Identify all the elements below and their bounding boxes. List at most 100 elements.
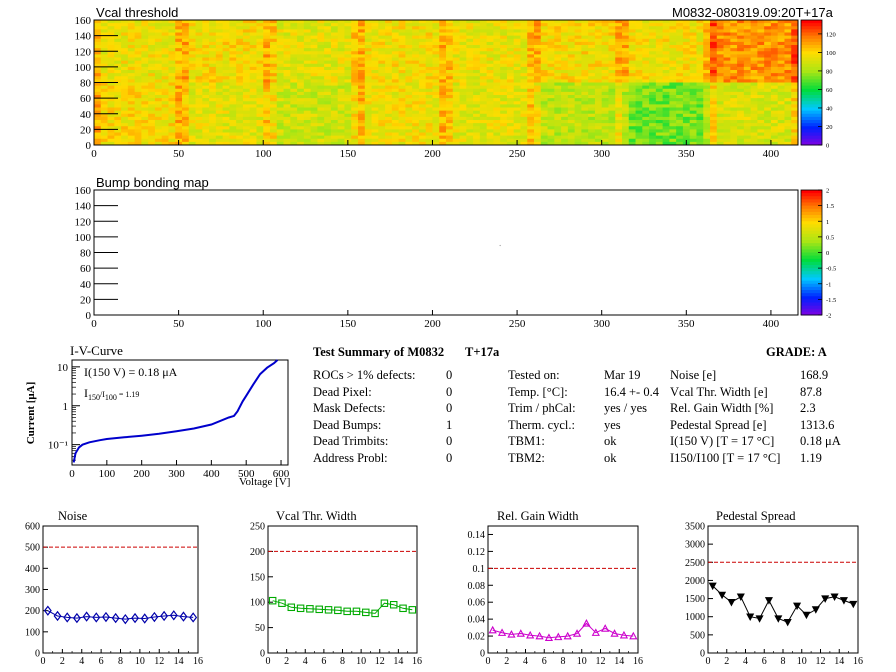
x-tick-label-350: 350	[678, 318, 695, 330]
data-point	[535, 631, 544, 640]
colorbar-label-0: 0	[826, 143, 829, 150]
data-point	[287, 603, 296, 612]
data-point	[179, 611, 188, 622]
y-tick-label-80: 80	[80, 248, 92, 260]
y-tick-label-140: 140	[75, 31, 92, 43]
summary-value: Mar 19	[604, 368, 641, 382]
colorbar-label-80: 80	[826, 68, 833, 75]
summary-value: 1313.6	[800, 417, 835, 432]
series-points	[268, 596, 417, 618]
iv-x-label-300: 300	[168, 468, 185, 480]
series-points	[43, 605, 198, 625]
summary-value: 87.8	[800, 384, 822, 399]
y-tick-label-0: 0	[86, 310, 92, 322]
x-tick-label: 4	[743, 656, 748, 667]
y-tick-label: 100	[250, 598, 265, 609]
data-point	[343, 607, 351, 616]
gain-width-chart: 0 0.02 0.04 0.06 0.08 0.1 0.12 0.14 0 2 4 6 8 10 12 14 1…	[468, 525, 643, 667]
noise-chart: 0 100 200 300 400 500 600 0 2 4 6 8 10 12 14 16	[25, 522, 203, 668]
series-points	[488, 619, 638, 642]
y-tick-label: 300	[25, 585, 40, 596]
y-tick-label: 0.04	[468, 615, 486, 626]
data-point	[764, 597, 773, 605]
summary-label: Trim / phCal:	[508, 401, 576, 416]
x-tick-label: 10	[135, 656, 145, 667]
x-tick-label: 16	[412, 656, 422, 667]
y-tick-label-120: 120	[75, 46, 92, 58]
x-tick-label: 2	[504, 656, 509, 667]
data-point	[554, 632, 563, 641]
y-tick-label: 50	[255, 623, 265, 634]
x-tick-label: 2	[284, 656, 289, 667]
iv-xlabel: Voltage [V]	[239, 476, 290, 488]
data-point	[160, 610, 169, 622]
x-tick-label: 4	[303, 656, 308, 667]
iv-x-label-100: 100	[99, 468, 116, 480]
summary-label: Tested on:	[508, 368, 560, 382]
x-tick-label-400: 400	[763, 148, 780, 160]
vcal-width-chart: 0 50 100 150 200 250 0 2 4 6 8 10 12 14 16	[250, 522, 422, 668]
y-tick-label-160: 160	[75, 15, 92, 27]
y-tick-label-0: 0	[86, 140, 92, 152]
summary-label: Address Probl:	[313, 451, 388, 465]
data-point	[121, 613, 130, 625]
data-point	[516, 629, 525, 637]
y-tick-label: 1500	[685, 594, 705, 605]
summary-label: Dead Pixel:	[313, 384, 372, 399]
data-point	[169, 610, 178, 621]
summary-temp-label: T+17a	[465, 345, 500, 359]
y-tick-label-40: 40	[80, 109, 92, 121]
summary-value: ok	[604, 434, 617, 449]
x-tick-label: 0	[266, 656, 271, 667]
x-tick-label-100: 100	[255, 148, 272, 160]
y-tick-label: 0.14	[468, 530, 486, 541]
iv-title: I-V-Curve	[70, 343, 123, 358]
data-point	[526, 630, 535, 639]
summary-value: ok	[604, 451, 617, 465]
data-point	[72, 612, 81, 624]
x-tick-label: 2	[724, 656, 729, 667]
y-tick-label: 500	[690, 630, 705, 641]
data-point	[189, 612, 198, 623]
data-point	[334, 606, 342, 615]
x-tick-label: 10	[797, 656, 807, 667]
x-tick-label-150: 150	[340, 148, 357, 160]
data-point	[408, 606, 417, 614]
data-point	[150, 611, 159, 623]
y-tick-label-20: 20	[80, 124, 92, 136]
colorbar	[801, 20, 822, 146]
x-tick-label-200: 200	[424, 148, 441, 160]
summary-label: Mask Defects:	[313, 401, 386, 416]
x-tick-label: 16	[193, 656, 203, 667]
y-tick-label: 250	[250, 522, 265, 533]
data-point	[619, 630, 629, 639]
colorbar-label-100: 100	[826, 50, 836, 57]
y-tick-label: 0.12	[468, 547, 486, 558]
y-tick-label: 3000	[685, 540, 705, 551]
x-tick-label: 14	[393, 656, 403, 667]
x-tick-label: 6	[542, 656, 547, 667]
y-tick-label: 600	[25, 522, 40, 533]
mini-frame	[267, 525, 418, 654]
map-frame	[93, 189, 799, 316]
y-tick-label-140: 140	[75, 201, 92, 213]
data-point	[131, 612, 139, 624]
y-tick-label: 0.06	[468, 598, 486, 609]
x-tick-label-150: 150	[340, 318, 357, 330]
summary-value: 168.9	[800, 368, 829, 382]
dead-bump-marker	[499, 244, 501, 247]
y-tick-label: 200	[25, 606, 40, 617]
summary-label: ROCs > 1% defects:	[313, 368, 416, 382]
iv-x-label-400: 400	[203, 468, 220, 480]
x-tick-label-200: 200	[424, 318, 441, 330]
y-tick-label: 0	[480, 649, 485, 660]
colorbar	[801, 190, 822, 316]
y-tick-label-20: 20	[80, 294, 92, 306]
x-tick-label: 8	[340, 656, 345, 667]
data-point	[736, 593, 745, 602]
x-tick-label: 0	[706, 656, 711, 667]
y-tick-label-100: 100	[75, 232, 92, 244]
x-tick-label: 0	[486, 656, 491, 667]
colorbar-label-40: 40	[826, 105, 833, 112]
iv-series-line	[72, 359, 279, 463]
